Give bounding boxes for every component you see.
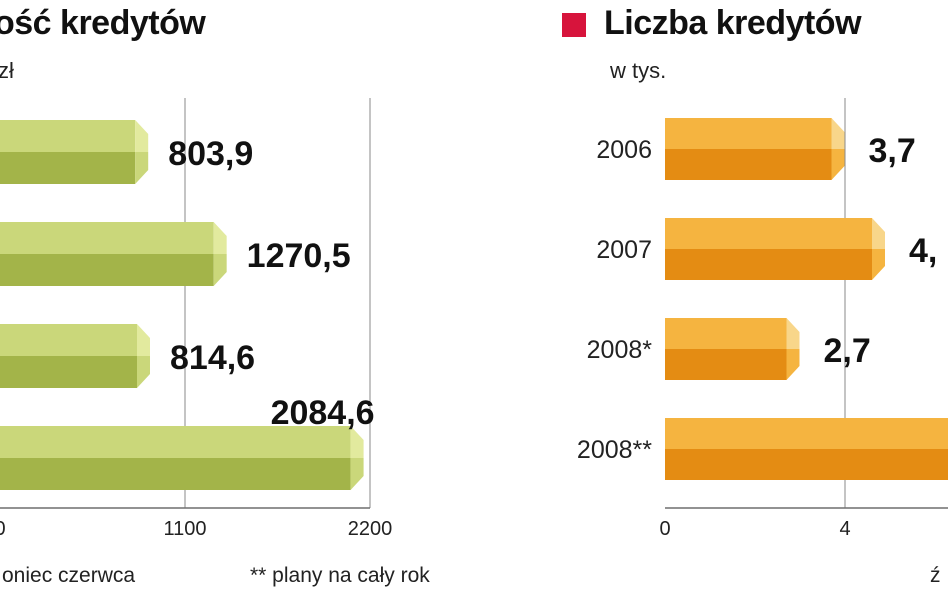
chart-0-tick-label: 2200 [348, 518, 393, 540]
chart-0-value-label: 814,6 [170, 339, 255, 377]
chart-1-bar-top [665, 118, 832, 149]
chart-0-bar-end-upper [137, 324, 151, 356]
chart-1-bar-end-upper [872, 218, 885, 249]
chart-0-bar [0, 426, 364, 490]
chart-1-category-label: 2007 [596, 236, 652, 264]
chart-1-value-label: 2,7 [824, 332, 871, 370]
chart-1-category-label: 2008* [587, 336, 653, 364]
chart-0-bar-bottom [0, 254, 214, 286]
chart-0-bar-end-upper [213, 222, 227, 254]
chart-1-tick-label: 0 [659, 518, 670, 540]
chart-0-bar-end-lower [135, 152, 149, 184]
left-chart-title: ość kredytów [0, 4, 206, 42]
chart-1-bar-top [665, 418, 948, 449]
chart-0-bar-end-lower [137, 356, 151, 388]
chart-0-bar-top [0, 120, 136, 152]
chart-0-bar [0, 222, 227, 286]
chart-0-tick-label: 1100 [163, 518, 206, 540]
footnote-left-2: ** plany na cały rok [250, 564, 430, 587]
footnote-left-1: oniec czerwca [2, 564, 136, 587]
chart-0-bar [0, 324, 151, 388]
chart-1-value-label: 3,7 [869, 132, 916, 170]
chart-1-bar-end-lower [831, 149, 845, 180]
chart-1-bar-end-upper [831, 118, 845, 149]
chart-1-bar [665, 118, 845, 180]
chart-1-category-label: 2006 [596, 136, 652, 164]
chart-1-bar [665, 418, 948, 480]
chart-0-bar-end-lower [350, 458, 364, 490]
chart-1-bar-top [665, 318, 787, 349]
chart-0-bar-end-upper [350, 426, 364, 458]
chart-1-bar-top [665, 218, 872, 249]
chart-0-tick-label: 0 [0, 518, 6, 540]
footnote-right-1: ź [930, 564, 941, 587]
chart-0-bar-bottom [0, 152, 136, 184]
chart-0-bar-bottom [0, 458, 351, 490]
chart-1-tick-label: 4 [839, 518, 850, 540]
chart-0-value-label: 2084,6 [271, 394, 375, 432]
chart-0-value-label: 803,9 [168, 135, 253, 173]
chart-1-bar-end-lower [872, 249, 885, 280]
chart-0-group: 0 1100 2200 803,9 1270,5 814,6 2084,6 [0, 98, 392, 540]
chart-0-bar-top [0, 324, 138, 356]
chart-1-category-label: 2008** [577, 436, 652, 464]
chart-0-bar-end-upper [135, 120, 149, 152]
chart-1-bar-end-upper [786, 318, 800, 349]
chart-1-bar [665, 218, 885, 280]
chart-0-bar [0, 120, 149, 184]
chart-1-bar-bottom [665, 349, 787, 380]
chart-1-bar-end-lower [786, 349, 800, 380]
chart-0-bar-top [0, 426, 351, 458]
chart-1-group: 0 4 3,7 2006 4, 2007 2,7 2008* 2008** [577, 98, 948, 540]
right-chart-subtitle: w tys. [610, 58, 667, 83]
chart-1-bar [665, 318, 800, 380]
chart-1-value-label: 4, [909, 232, 937, 270]
chart-1-bar-bottom [665, 449, 948, 480]
chart-1-bar-bottom [665, 249, 872, 280]
chart-0-bar-bottom [0, 356, 138, 388]
chart-0-value-label: 1270,5 [247, 237, 351, 275]
legend-color-square [562, 13, 586, 37]
chart-1-bar-bottom [665, 149, 832, 180]
right-chart-title: Liczba kredytów [604, 4, 862, 42]
chart-0-bar-end-lower [213, 254, 227, 286]
left-chart-subtitle: zł [0, 58, 14, 83]
chart-0-bar-top [0, 222, 214, 254]
